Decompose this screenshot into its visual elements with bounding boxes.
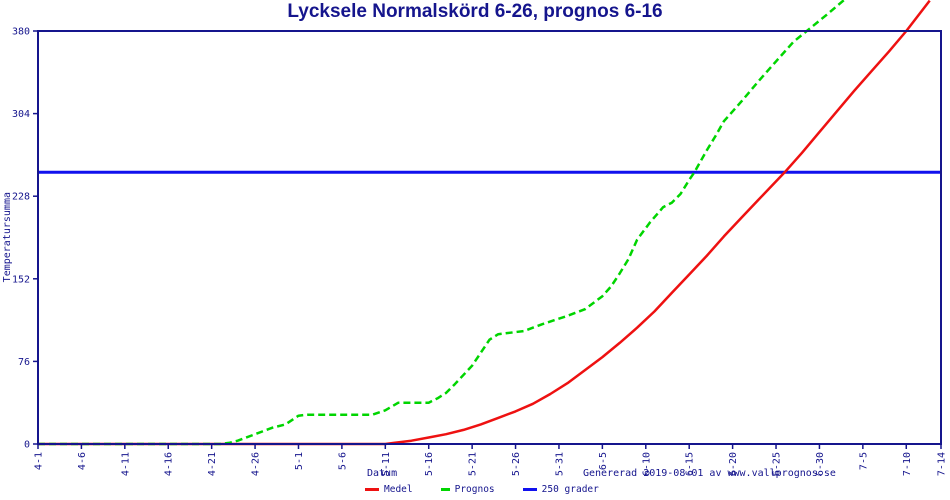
x-tick-label: 5-16 bbox=[424, 452, 435, 476]
legend-item-prognos: Prognos bbox=[440, 484, 495, 495]
x-tick-label: 6-5 bbox=[598, 452, 609, 470]
legend-label: Medel bbox=[384, 484, 413, 495]
x-tick-label: 4-16 bbox=[164, 452, 175, 476]
threshold-line-swatch bbox=[522, 488, 537, 491]
legend: Medel Prognos 250 grader bbox=[365, 484, 599, 495]
series-line-prognos bbox=[38, 0, 846, 446]
y-tick-label: 380 bbox=[12, 27, 30, 38]
x-tick-label: 6-30 bbox=[815, 452, 826, 476]
prognos-line-swatch bbox=[440, 488, 450, 491]
x-tick-label: 5-11 bbox=[381, 452, 392, 476]
x-tick-label: 6-25 bbox=[772, 452, 783, 476]
medel-line-swatch bbox=[365, 488, 379, 491]
x-tick-label: 4-26 bbox=[251, 452, 262, 476]
y-tick-label: 228 bbox=[12, 192, 30, 203]
legend-label: Prognos bbox=[454, 484, 495, 495]
y-tick-label: 152 bbox=[12, 274, 30, 285]
x-tick-label: 4-6 bbox=[77, 452, 88, 470]
legend-item-medel: Medel bbox=[365, 484, 413, 495]
x-tick-label: 4-21 bbox=[207, 452, 218, 476]
x-tick-label: 5-6 bbox=[337, 452, 348, 470]
y-tick-label: 76 bbox=[18, 357, 30, 368]
x-tick-label: 4-11 bbox=[120, 452, 131, 476]
x-tick-label: 5-21 bbox=[468, 452, 479, 476]
x-tick-label: 7-10 bbox=[902, 452, 913, 476]
x-axis-title: Datum bbox=[367, 468, 398, 479]
x-tick-label: 5-1 bbox=[294, 452, 305, 470]
plot-frame bbox=[37, 30, 942, 445]
x-axis-ticks: 4-1 4-6 4-11 4-16 4-21 4-26 5-1 5-6 5-11 5-16 5-21… bbox=[34, 444, 948, 476]
y-axis-ticks: 0 76 152 228 304 380 bbox=[12, 27, 38, 451]
y-axis-title: Temperatursumma bbox=[2, 192, 13, 283]
x-tick-label: 5-26 bbox=[511, 452, 522, 476]
series-line-medel bbox=[38, 0, 931, 446]
legend-label: 250 grader bbox=[541, 484, 599, 495]
y-tick-label: 0 bbox=[24, 440, 30, 451]
legend-item-250-grader: 250 grader bbox=[522, 484, 599, 495]
x-tick-label: 6-20 bbox=[728, 452, 739, 476]
y-tick-label: 304 bbox=[12, 109, 30, 120]
chart-title: Lycksele Normalskörd 6-26, prognos 6-16 bbox=[287, 1, 663, 22]
x-tick-label: 7-5 bbox=[858, 452, 869, 470]
series-layer bbox=[38, 0, 941, 446]
x-tick-label: 4-1 bbox=[34, 452, 45, 470]
generated-footer: Genererad 2019-08-01 av www.vallprognos.… bbox=[583, 468, 836, 479]
x-tick-label: 6-15 bbox=[685, 452, 696, 476]
x-tick-label: 6-10 bbox=[641, 452, 652, 476]
x-tick-label: 7-14 bbox=[937, 452, 948, 476]
x-tick-label: 5-31 bbox=[554, 452, 565, 476]
